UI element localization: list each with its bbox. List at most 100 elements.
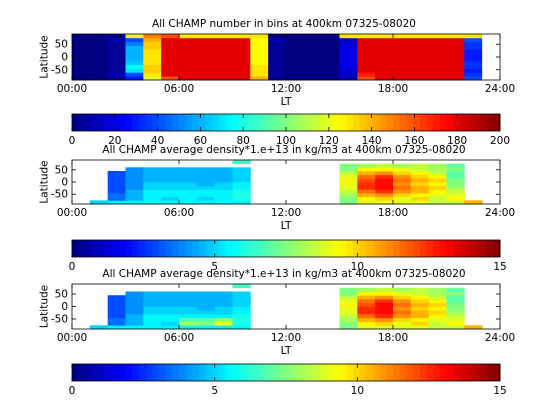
heatmap-cell [446,306,465,311]
heatmap-cell [179,317,198,322]
heatmap-cell [107,317,126,322]
heatmap-cell [393,299,412,304]
colorbar-swatch [299,364,307,381]
colorbar-swatch [179,240,187,257]
heatmap-cell [125,321,144,326]
colorbar-swatch [199,240,207,257]
heatmap-cell [214,178,233,183]
colorbar-swatch [85,364,93,381]
heatmap-cell [214,306,233,311]
heatmap-cell [196,306,216,311]
heatmap-cell [446,76,465,81]
heatmap-cell [286,37,305,43]
colorbar-swatch [245,114,253,131]
heatmap-cell [464,41,483,46]
colorbar-swatch [132,240,140,257]
heatmap-cell [250,64,269,69]
y-tick-label: 50 [55,39,68,51]
x-axis-label: LT [281,345,292,357]
heatmap-cell [375,310,394,315]
heatmap-cell [410,41,430,46]
heatmap-cell [357,60,376,66]
heatmap-cell [357,193,376,198]
colorbar-tick-label: 120 [319,135,339,147]
heatmap-cell [232,185,251,190]
heatmap-cell [250,41,269,46]
heatmap-cell [161,193,180,198]
colorbar-swatch [172,364,180,381]
heatmap-cell [125,76,144,81]
heatmap-cell [107,185,126,190]
heatmap-cell [72,53,91,58]
heatmap-cell [232,34,251,39]
chart-title: All CHAMP average density*1.e+13 in kg/m… [102,144,465,156]
colorbar-swatch [419,364,427,381]
heatmap-cell [232,167,251,172]
heatmap-cell [107,41,126,46]
heatmap-cell [125,37,144,43]
heatmap-cell [393,37,412,43]
colorbar-swatch [259,364,267,381]
heatmap-cell [446,45,465,50]
heatmap-cell [393,45,412,50]
heatmap-cell [161,291,180,296]
heatmap-cell [446,325,465,330]
heatmap-cell [196,310,216,315]
heatmap-cell [482,68,501,73]
colorbar-swatch [125,240,133,257]
heatmap-cell [482,53,501,58]
panel-average-density: All CHAMP average density*1.e+13 in kg/m… [39,144,515,232]
heatmap-cell [410,49,430,54]
colorbar-swatch [138,240,146,257]
heatmap-cell [446,163,465,168]
x-tick-label: 12:00 [271,207,301,219]
heatmap-cell [357,306,376,311]
heatmap-cell [72,34,91,39]
heatmap-cell [393,34,412,39]
heatmap-cell [179,182,198,187]
heatmap-cell [357,317,376,322]
heatmap-cell [339,163,358,168]
heatmap-cell [357,185,376,190]
heatmap-cell [107,68,126,73]
colorbar-swatch [332,364,340,381]
heatmap-cell [375,178,394,183]
heatmap-cell [375,299,394,304]
heatmap-cell [250,57,269,62]
heatmap-cell [125,200,144,205]
colorbar-swatch [493,364,501,381]
heatmap-cell [125,53,144,58]
heatmap-cell [464,57,483,62]
heatmap-cell [232,182,251,187]
heatmap-cell [482,49,501,54]
heatmap-cell [161,302,180,307]
heatmap-cell [428,310,447,315]
heatmap-cell [161,53,180,58]
heatmap-cell [393,317,412,322]
heatmap-cell [107,49,126,54]
heatmap-cell [410,171,430,176]
heatmap-cell [428,68,447,73]
y-ticks: 500-50 [51,164,500,201]
heatmap-cell [143,45,162,50]
heatmap-cell [161,182,180,187]
colorbar-ticks: 0 5 10 15 [69,240,507,273]
colorbar-swatch [292,114,300,131]
heatmap-cell [357,68,376,73]
heatmap-cell [125,34,144,39]
heatmap-cell [161,189,180,194]
heatmap-cell [393,185,412,190]
heatmap-cells [72,34,501,81]
colorbar-swatch [158,364,167,381]
heatmap-cell [161,45,180,50]
heatmap-cell [89,53,109,58]
heatmap-cell [214,193,233,198]
heatmap-cell [214,314,233,319]
colorbar-swatch [252,114,260,131]
colorbar-swatch [299,240,307,257]
heatmap-cell [196,41,216,46]
heatmap-cell [107,310,126,315]
heatmap-cell [375,287,394,292]
heatmap-cell [428,64,447,69]
